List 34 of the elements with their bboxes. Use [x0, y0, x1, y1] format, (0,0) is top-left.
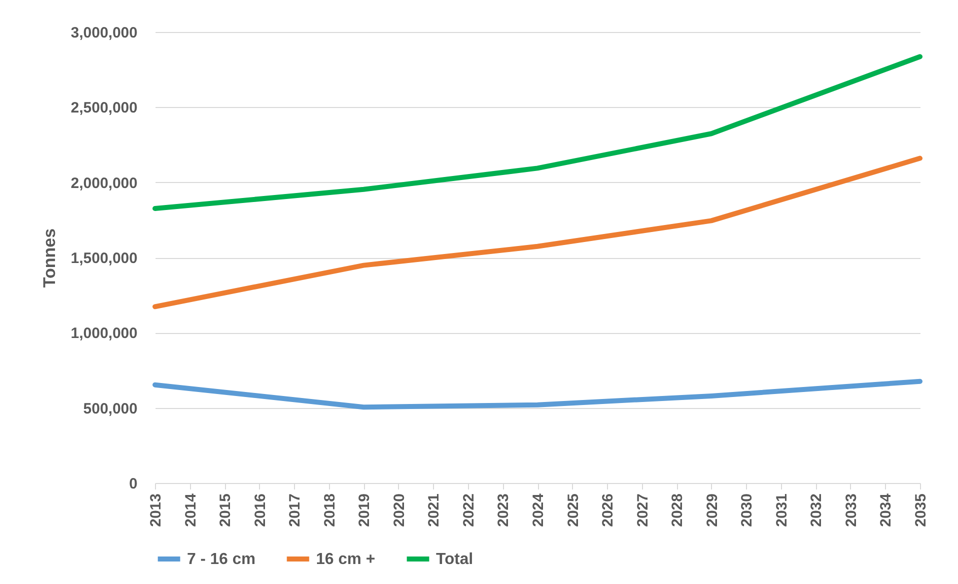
x-tick-label: 2021 — [426, 494, 443, 527]
legend-label: 7 - 16 cm — [187, 551, 256, 568]
x-tick-label: 2030 — [738, 494, 756, 527]
x-tick-label: 2035 — [912, 494, 930, 527]
legend-label: 16 cm + — [316, 551, 376, 568]
y-tick-label: 2,500,000 — [70, 100, 138, 117]
x-tick-label: 2034 — [878, 492, 895, 527]
x-tick-label: 2017 — [286, 494, 304, 527]
x-tick-label: 2029 — [704, 494, 721, 527]
legend-label: Total — [436, 551, 474, 568]
y-tick-label: 0 — [129, 476, 138, 492]
x-tick-label: 2026 — [600, 494, 617, 527]
x-tick-label: 2013 — [148, 494, 164, 527]
x-tick-label: 2027 — [634, 494, 652, 527]
x-tick-label: 2025 — [564, 494, 582, 527]
x-tick-label: 2016 — [252, 494, 269, 527]
x-tick-label: 2033 — [842, 494, 860, 527]
x-tick-label: 2024 — [530, 492, 547, 527]
y-tick-label: 3,000,000 — [70, 24, 138, 42]
x-tick-label: 2018 — [321, 494, 338, 527]
x-tick-label: 2014 — [182, 492, 200, 527]
x-tick-label: 2028 — [669, 494, 686, 527]
x-tick-label: 2019 — [356, 494, 374, 527]
x-tick-label: 2020 — [390, 494, 408, 527]
y-tick-label: 2,000,000 — [70, 174, 138, 192]
y-tick-label: 500,000 — [83, 400, 138, 418]
x-tick-label: 2023 — [495, 494, 512, 527]
y-axis-title: Tonnes — [40, 228, 59, 288]
x-tick-label: 2022 — [460, 494, 478, 527]
x-tick-label: 2015 — [217, 494, 234, 527]
y-tick-label: 1,500,000 — [70, 250, 138, 267]
x-tick-label: 2031 — [773, 494, 790, 527]
x-tick-label: 2032 — [808, 494, 826, 527]
y-tick-label: 1,000,000 — [70, 325, 138, 342]
